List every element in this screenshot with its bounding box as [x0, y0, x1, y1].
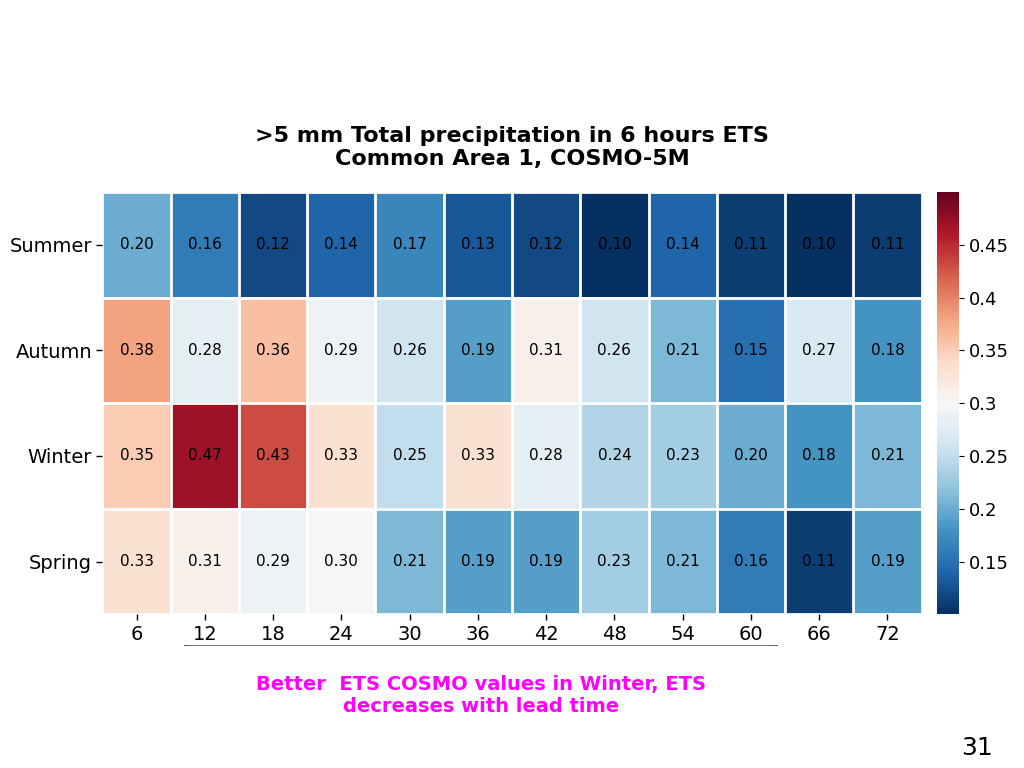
X-axis label: lead time: lead time	[466, 650, 558, 668]
Text: 0.29: 0.29	[325, 343, 358, 358]
Text: 0.29: 0.29	[256, 554, 290, 569]
Text: 0.33: 0.33	[120, 554, 154, 569]
Text: 0.12: 0.12	[256, 237, 290, 253]
Text: 0.38: 0.38	[120, 343, 154, 358]
Text: 0.17: 0.17	[393, 237, 426, 253]
Text: 0.36: 0.36	[256, 343, 290, 358]
Text: 0.20: 0.20	[734, 449, 768, 464]
Text: 31: 31	[962, 737, 993, 760]
Text: 0.26: 0.26	[597, 343, 632, 358]
Text: 0.10: 0.10	[598, 237, 631, 253]
Text: 0.31: 0.31	[187, 554, 222, 569]
Text: 0.16: 0.16	[734, 554, 768, 569]
Text: 0.14: 0.14	[325, 237, 358, 253]
Text: 0.13: 0.13	[461, 237, 495, 253]
Text: 0.15: 0.15	[734, 343, 768, 358]
Text: 0.28: 0.28	[188, 343, 221, 358]
Text: 0.18: 0.18	[870, 343, 904, 358]
Text: 0.18: 0.18	[803, 449, 836, 464]
Text: 0.33: 0.33	[461, 449, 495, 464]
Text: 0.21: 0.21	[666, 554, 699, 569]
Text: 0.23: 0.23	[666, 449, 699, 464]
Text: 0.43: 0.43	[256, 449, 290, 464]
Text: 0.10: 0.10	[803, 237, 836, 253]
Text: 0.14: 0.14	[666, 237, 699, 253]
Text: 0.19: 0.19	[870, 554, 904, 569]
Text: 0.21: 0.21	[666, 343, 699, 358]
Text: 0.20: 0.20	[120, 237, 154, 253]
Text: 0.11: 0.11	[734, 237, 768, 253]
Text: 0.11: 0.11	[803, 554, 836, 569]
FancyBboxPatch shape	[148, 644, 814, 748]
Text: 0.33: 0.33	[325, 449, 358, 464]
Text: 0.25: 0.25	[393, 449, 426, 464]
Text: 0.27: 0.27	[803, 343, 836, 358]
Text: 0.23: 0.23	[597, 554, 632, 569]
Text: 0.26: 0.26	[392, 343, 427, 358]
Text: >5 mm Total precipitation in 6 hours ETS
Common Area 1, COSMO-5M: >5 mm Total precipitation in 6 hours ETS…	[255, 126, 769, 169]
Text: 0.28: 0.28	[529, 449, 563, 464]
Text: 0.21: 0.21	[870, 449, 904, 464]
Text: Better  ETS COSMO values in Winter, ETS
decreases with lead time: Better ETS COSMO values in Winter, ETS d…	[256, 674, 707, 716]
Text: 0.19: 0.19	[461, 554, 495, 569]
Text: 0.11: 0.11	[870, 237, 904, 253]
Text: 0.19: 0.19	[461, 343, 495, 358]
Text: 0.31: 0.31	[529, 343, 563, 358]
Text: 0.47: 0.47	[188, 449, 221, 464]
Text: 0.30: 0.30	[325, 554, 358, 569]
Text: 0.35: 0.35	[120, 449, 154, 464]
Text: 0.19: 0.19	[529, 554, 563, 569]
Text: 0.24: 0.24	[598, 449, 631, 464]
Text: 0.12: 0.12	[529, 237, 563, 253]
Text: 0.16: 0.16	[187, 237, 222, 253]
Text: 0.21: 0.21	[393, 554, 426, 569]
